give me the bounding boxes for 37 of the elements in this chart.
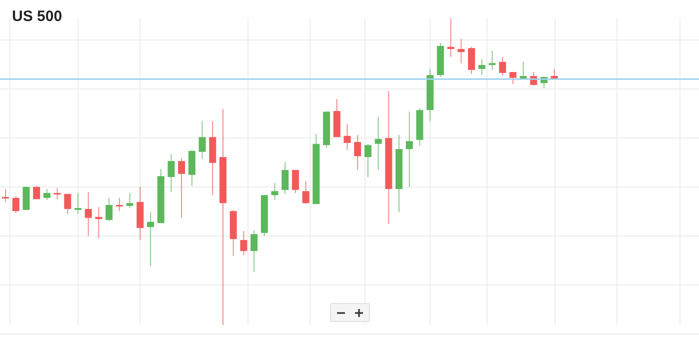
candlestick: [95, 206, 102, 239]
candlestick: [406, 111, 413, 188]
candlestick: [12, 196, 20, 214]
candlestick: [364, 143, 372, 178]
candlestick: [43, 188, 50, 201]
candlestick: [64, 193, 72, 214]
candlestick: [116, 197, 123, 212]
candlestick: [509, 72, 516, 85]
candlestick: [499, 56, 506, 77]
candlestick: [240, 230, 248, 256]
candlestick: [22, 186, 30, 210]
candlestick: [282, 161, 289, 194]
candlestick: [146, 212, 154, 267]
candlestick: [447, 18, 454, 58]
candlestick: [250, 230, 258, 272]
candlestick: [168, 154, 175, 193]
candlestick: [292, 169, 299, 194]
candlestick: [198, 120, 206, 160]
candlestick: [488, 50, 496, 70]
candlestick: [54, 188, 61, 200]
chart-title: US 500: [12, 8, 62, 25]
candlestick: [2, 188, 9, 202]
candlestick: [178, 157, 186, 218]
candlestick: [344, 123, 351, 151]
candlestick: [126, 192, 134, 209]
candlestick: [188, 150, 196, 186]
candlestick: [354, 134, 362, 170]
candlestick: [106, 197, 113, 222]
candlestick: [478, 58, 486, 76]
candlestick: [74, 192, 82, 214]
candlestick: [84, 192, 92, 236]
candlestick: [468, 46, 475, 74]
candlestick: [33, 185, 40, 200]
candlestick: [271, 182, 278, 201]
candlestick: [374, 116, 382, 170]
candlestick: [458, 38, 465, 64]
candlestick: [302, 180, 310, 205]
